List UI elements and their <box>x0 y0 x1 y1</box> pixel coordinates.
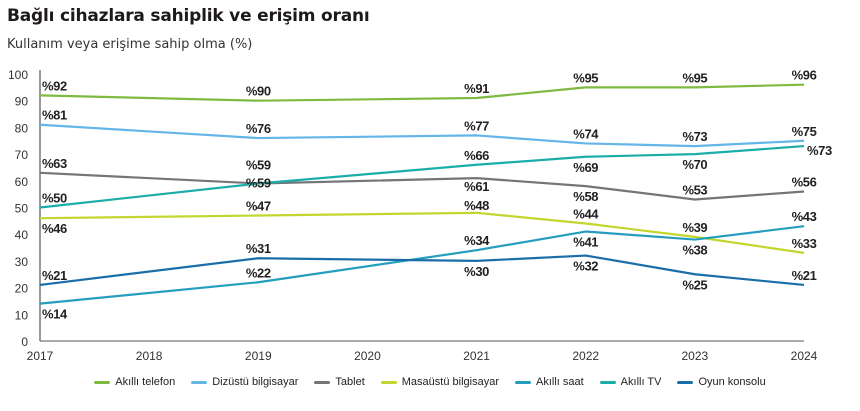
legend-label: Akıllı telefon <box>115 376 176 388</box>
data-label: %46 <box>42 221 67 236</box>
data-label: %53 <box>682 182 707 197</box>
data-label: %74 <box>573 126 599 141</box>
series-line-masa-st-bilgisayar <box>39 211 805 254</box>
x-tick-label: 2017 <box>27 349 54 363</box>
data-label: %43 <box>792 209 817 224</box>
x-tick-label: 2021 <box>463 349 490 363</box>
y-tick-label: 80 <box>15 121 29 135</box>
data-label: %30 <box>464 264 489 279</box>
data-label: %95 <box>682 70 707 85</box>
legend: Akıllı telefon Dizüstü bilgisayar Tablet Ma… <box>0 376 860 388</box>
legend-label: Akıllı TV <box>620 376 662 388</box>
legend-item-ak-ll-saat[interactable]: Akıllı saat <box>514 376 584 388</box>
y-tick-label: 20 <box>15 282 29 296</box>
data-label: %32 <box>573 259 598 274</box>
legend-swatch <box>599 380 616 384</box>
data-label: %92 <box>42 78 67 93</box>
series-line-diz-st-bilgisayar <box>39 123 805 148</box>
data-label: %50 <box>42 191 67 206</box>
data-label: %90 <box>246 84 271 99</box>
series-line-ak-ll-saat <box>39 225 805 305</box>
data-label: %91 <box>464 81 489 96</box>
data-label: %69 <box>573 160 598 175</box>
data-label: %34 <box>464 233 490 248</box>
series-line-ak-ll-tv <box>39 144 805 209</box>
data-label: %38 <box>682 243 707 258</box>
legend-label: Tablet <box>335 376 365 388</box>
data-label: %14 <box>42 307 68 322</box>
y-tick-label: 50 <box>15 202 29 216</box>
series-line-tablet <box>39 171 805 201</box>
legend-item-diz-st-bilgisayar[interactable]: Dizüstü bilgisayar <box>191 376 298 388</box>
data-label: %21 <box>42 268 67 283</box>
data-label: %39 <box>682 220 707 235</box>
legend-item-oyun-konsolu[interactable]: Oyun konsolu <box>677 376 766 388</box>
data-label: %76 <box>246 121 271 136</box>
legend-swatch <box>514 380 531 384</box>
data-label: %56 <box>792 174 817 189</box>
data-label: %96 <box>792 68 817 83</box>
data-label: %73 <box>807 143 832 158</box>
legend-label: Dizüstü bilgisayar <box>212 376 299 388</box>
legend-label: Akıllı saat <box>535 376 584 388</box>
x-tick-label: 2024 <box>791 349 818 363</box>
legend-swatch <box>314 380 331 384</box>
data-label: %61 <box>464 179 489 194</box>
x-tick-label: 2020 <box>354 349 381 363</box>
data-label: %75 <box>792 124 817 139</box>
chart-title: Bağlı cihazlara sahiplik ve erişim oranı <box>7 6 370 26</box>
data-label: %77 <box>464 118 489 133</box>
y-tick-label: 70 <box>15 148 29 162</box>
data-label: %59 <box>246 157 271 172</box>
legend-item-tablet[interactable]: Tablet <box>314 376 365 388</box>
axes: 0 10 20 30 40 50 60 70 80 90 100 2017 2018 2019 2020 20… <box>8 68 818 363</box>
data-label: %63 <box>42 156 67 171</box>
x-tick-label: 2022 <box>572 349 599 363</box>
legend-item-masa-st-bilgisayar[interactable]: Masaüstü bilgisayar <box>380 376 499 388</box>
legend-item-ak-ll-tv[interactable]: Akıllı TV <box>599 376 662 388</box>
data-label: %73 <box>682 129 707 144</box>
data-labels: %92 %90 %91 %95 %95 %96 %81 %76 %77 %74 %73 %75 %63%… <box>42 68 832 322</box>
legend-label: Oyun konsolu <box>698 376 766 388</box>
legend-item-ak-ll-telefon[interactable]: Akıllı telefon <box>94 376 175 388</box>
data-label: %66 <box>464 148 489 163</box>
chart-subtitle: Kullanım veya erişime sahip olma (%) <box>7 37 253 52</box>
data-label: %25 <box>682 277 707 292</box>
legend-swatch <box>677 380 694 384</box>
data-label: %44 <box>573 207 599 222</box>
y-tick-label: 10 <box>15 308 29 322</box>
y-tick-label: 90 <box>15 95 29 109</box>
series-line-ak-ll-telefon <box>39 83 805 102</box>
x-tick-label: 2019 <box>245 349 272 363</box>
legend-swatch <box>94 380 111 384</box>
data-label: %59 <box>246 175 271 190</box>
x-tick-label: 2023 <box>682 349 709 363</box>
y-tick-label: 60 <box>15 175 29 189</box>
data-label: %22 <box>246 265 271 280</box>
data-label: %33 <box>792 236 817 251</box>
data-label: %41 <box>573 235 598 250</box>
y-tick-label: 30 <box>15 255 29 269</box>
legend-swatch <box>191 380 208 384</box>
y-tick-label: 100 <box>8 68 28 82</box>
data-label: %95 <box>573 70 598 85</box>
data-label: %47 <box>246 199 271 214</box>
series-lines <box>39 83 805 305</box>
legend-label: Masaüstü bilgisayar <box>401 376 499 388</box>
data-label: %70 <box>682 157 707 172</box>
data-label: %31 <box>246 241 271 256</box>
series-line-oyun-konsolu <box>39 254 805 287</box>
x-tick-label: 2018 <box>136 349 163 363</box>
y-tick-label: 40 <box>15 228 29 242</box>
y-tick-label: 0 <box>21 335 28 349</box>
legend-swatch <box>380 380 397 384</box>
data-label: %21 <box>792 268 817 283</box>
data-label: %48 <box>464 198 489 213</box>
data-label: %58 <box>573 189 598 204</box>
data-label: %81 <box>42 108 67 123</box>
